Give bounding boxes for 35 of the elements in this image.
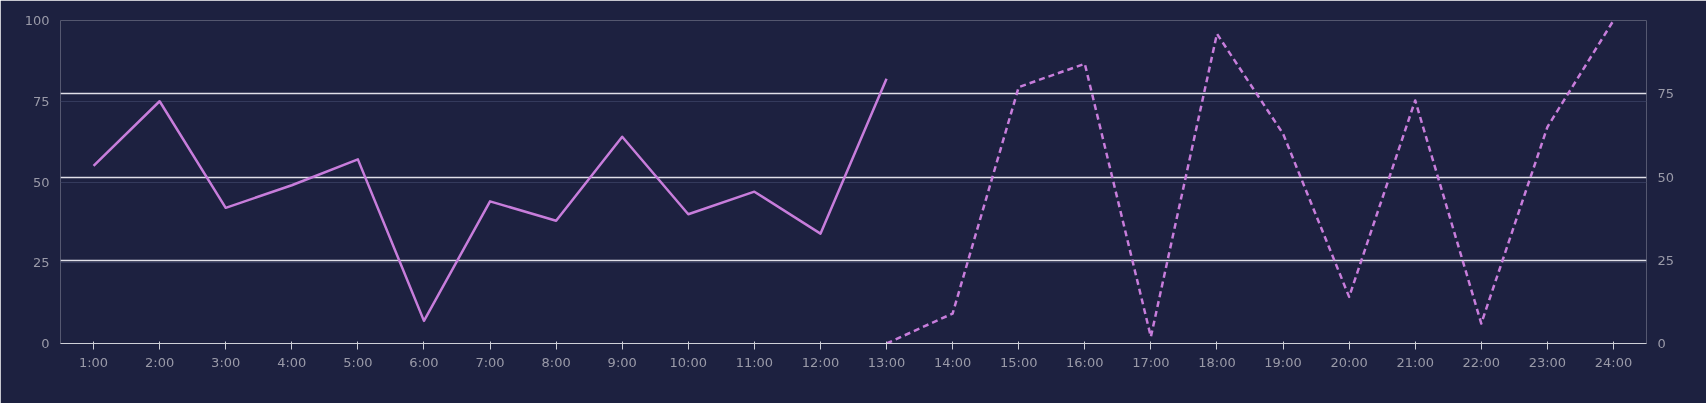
y-tick-label: 75 [32, 93, 50, 109]
x-tick-label: 20:00 [1330, 354, 1368, 370]
x-tick-label: 15:00 [999, 354, 1038, 370]
x-tick-label: 24:00 [1594, 354, 1633, 370]
y2-tick-label: 75 [1657, 86, 1675, 102]
y-tick-label: 0 [41, 336, 50, 351]
x-tick-label: 13:00 [867, 354, 906, 370]
x-tick-label: 21:00 [1396, 354, 1434, 370]
x-tick-label: 5:00 [343, 354, 373, 370]
x-tick-label: 17:00 [1132, 354, 1170, 370]
x-tick-label: 12:00 [801, 354, 840, 370]
x-tick-label: 18:00 [1198, 354, 1236, 370]
y2-tick-label: 0 [1657, 336, 1666, 351]
x-tick-label: 11:00 [735, 354, 774, 370]
x-tick-label: 6:00 [409, 354, 439, 370]
x-tick-label: 9:00 [607, 354, 637, 370]
y-tick-label: 50 [32, 174, 50, 190]
x-tick-label: 14:00 [933, 354, 972, 370]
x-tick-label: 23:00 [1528, 354, 1567, 370]
line-series [92, 77, 888, 323]
y2-tick-label: 25 [1657, 252, 1675, 268]
x-tick-label: 2:00 [145, 354, 175, 370]
y2-tick-label: 50 [1657, 169, 1675, 185]
x-tick-label: 19:00 [1264, 354, 1302, 370]
x-tick-label: 10:00 [669, 354, 708, 370]
x-tick-label: 22:00 [1462, 354, 1501, 370]
y-tick-label: 25 [32, 255, 50, 271]
y-tick-label: 100 [24, 13, 50, 28]
x-tick-label: 4:00 [277, 354, 307, 370]
line-series [885, 20, 1615, 344]
x-tick-label: 8:00 [541, 354, 571, 370]
x-tick-label: 16:00 [1066, 354, 1104, 370]
x-tick-label: 1:00 [78, 354, 109, 370]
x-tick-label: 3:00 [211, 354, 241, 370]
x-tick-label: 7:00 [475, 354, 505, 370]
